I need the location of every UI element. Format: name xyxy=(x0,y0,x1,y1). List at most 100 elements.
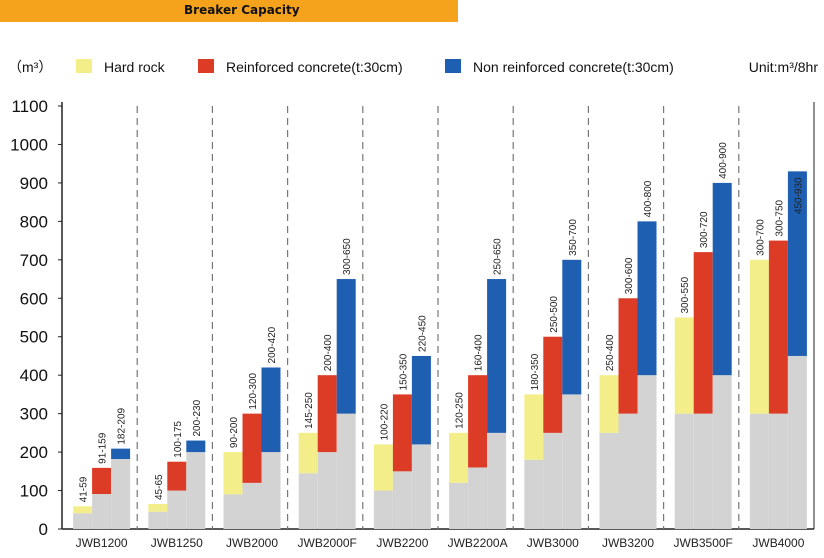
y-tick-label: 900 xyxy=(20,174,48,193)
bar-value-label: 100-220 xyxy=(379,403,390,440)
y-tick-label: 700 xyxy=(20,251,48,270)
bar-value-label: 145-250 xyxy=(304,392,315,429)
bar-value-label: 400-900 xyxy=(718,142,729,179)
bar-base xyxy=(674,413,694,529)
y-tick-label: 500 xyxy=(20,328,48,347)
bar-value-label: 91-159 xyxy=(98,432,109,464)
bar-range xyxy=(186,440,206,453)
bar-value-label: 300-720 xyxy=(699,211,710,248)
bar-range xyxy=(73,506,93,514)
y-tick-label: 1000 xyxy=(10,135,48,154)
y-tick-label: 600 xyxy=(20,289,48,308)
x-category-label: JWB2000F xyxy=(298,536,357,550)
bar-base xyxy=(92,494,112,529)
bar-value-label: 182-209 xyxy=(117,407,128,444)
bar-base xyxy=(712,375,732,529)
bar-range xyxy=(111,448,131,460)
bar-value-label: 160-400 xyxy=(474,334,485,371)
unit-note: Unit:m³/8hr xyxy=(749,59,819,75)
bar-value-label: 300-700 xyxy=(755,219,766,256)
bar-base xyxy=(223,494,243,529)
bar-base xyxy=(261,452,281,529)
bar-range xyxy=(148,504,168,512)
bar-base xyxy=(487,432,507,529)
y-tick-label: 800 xyxy=(20,212,48,231)
x-category-label: JWB3000 xyxy=(527,536,579,550)
x-category-label: JWB3500F xyxy=(674,536,733,550)
bar-base xyxy=(242,482,262,529)
bar-value-label: 200-230 xyxy=(192,399,203,436)
x-category-label: JWB4000 xyxy=(752,536,804,550)
bar-range xyxy=(768,240,788,414)
bar-value-label: 250-400 xyxy=(605,334,616,371)
bar-range xyxy=(637,221,657,376)
bar-range xyxy=(261,367,281,453)
bar-range xyxy=(749,259,769,414)
bar-base xyxy=(749,413,769,529)
legend-swatch-1 xyxy=(76,59,92,73)
bar-range xyxy=(223,452,243,495)
bar-value-label: 300-650 xyxy=(342,238,353,275)
x-category-label: JWB1200 xyxy=(76,536,128,550)
y-tick-label: 100 xyxy=(20,482,48,501)
bar-base xyxy=(637,375,657,529)
bar-base xyxy=(167,490,187,529)
legend-label-1: Hard rock xyxy=(104,59,166,75)
bar-range xyxy=(487,279,507,433)
legend-swatch-2 xyxy=(198,59,214,73)
bar-value-label: 300-600 xyxy=(624,257,635,294)
y-tick-label: 200 xyxy=(20,443,48,462)
legend-label-3: Non reinforced concrete(t:30cm) xyxy=(473,59,674,75)
x-category-label: JWB2000 xyxy=(226,536,278,550)
bar-value-label: 350-700 xyxy=(568,219,579,256)
bar-value-label: 150-350 xyxy=(398,353,409,390)
legend-swatch-3 xyxy=(445,59,461,73)
bar-range xyxy=(618,298,638,414)
bar-range xyxy=(336,279,356,414)
bar-base xyxy=(148,511,168,529)
bar-base xyxy=(373,490,393,529)
bar-value-label: 90-200 xyxy=(229,417,240,449)
bar-range xyxy=(373,444,393,491)
bar-base xyxy=(298,473,318,529)
legend-label-2: Reinforced concrete(t:30cm) xyxy=(226,59,403,75)
bar-range xyxy=(543,336,563,433)
legend: Hard rock Reinforced concrete(t:30cm) Non … xyxy=(76,59,674,75)
y-unit-label: （m³） xyxy=(8,59,52,75)
bar-range xyxy=(562,259,582,395)
bar-value-label: 180-350 xyxy=(530,353,541,390)
bar-value-label: 100-175 xyxy=(173,421,184,458)
y-tick-label: 0 xyxy=(39,520,48,539)
bar-base xyxy=(468,467,488,529)
chart-title: Breaker Capacity xyxy=(184,3,300,17)
bar-range xyxy=(599,375,619,433)
x-category-label: JWB2200 xyxy=(376,536,428,550)
bar-range xyxy=(92,467,112,495)
bar-range xyxy=(693,252,713,414)
bar-value-label: 41-59 xyxy=(79,476,90,502)
bar-range xyxy=(524,394,544,460)
bar-value-label: 250-650 xyxy=(493,238,504,275)
bar-base xyxy=(411,444,431,529)
bar-base xyxy=(317,452,337,529)
bar-base xyxy=(562,394,582,529)
bar-base xyxy=(336,413,356,529)
bar-base xyxy=(392,471,412,529)
x-category-label: JWB3200 xyxy=(602,536,654,550)
bar-value-label: 120-250 xyxy=(455,392,466,429)
bar-range xyxy=(317,375,337,453)
bar-base xyxy=(693,413,713,529)
bar-range xyxy=(392,394,412,472)
y-tick-label: 400 xyxy=(20,366,48,385)
bar-value-label: 220-450 xyxy=(417,315,428,352)
bar-range xyxy=(242,413,262,483)
bar-value-label: 250-500 xyxy=(549,296,560,333)
bar-base xyxy=(618,413,638,529)
bar-range xyxy=(468,375,488,468)
bar-range xyxy=(787,171,807,356)
bar-range xyxy=(298,432,318,474)
bar-range xyxy=(167,461,187,491)
bar-value-label: 300-750 xyxy=(774,199,785,236)
bar-value-label: 200-420 xyxy=(267,326,278,363)
